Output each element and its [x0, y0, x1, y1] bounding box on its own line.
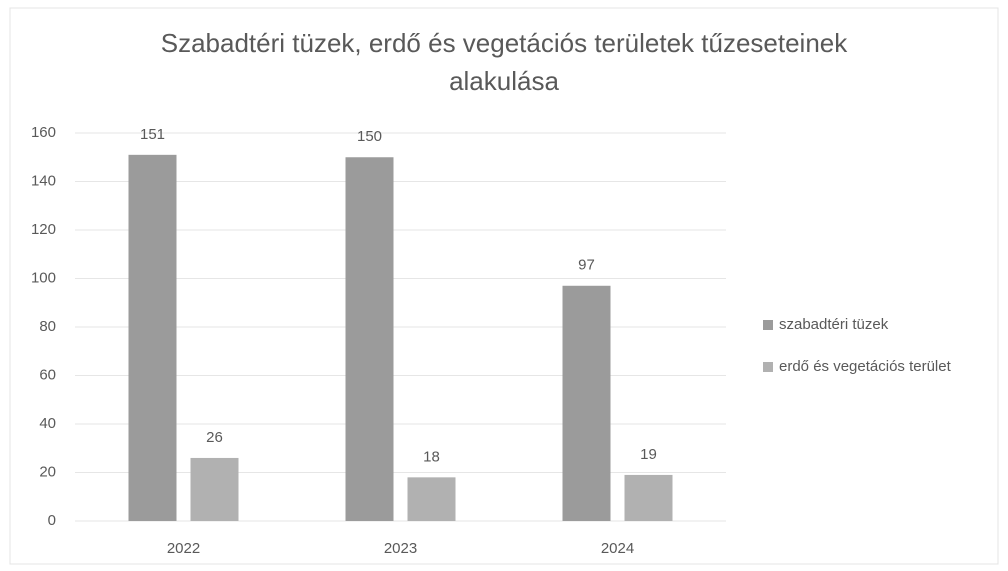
data-label: 151	[140, 126, 165, 143]
chart-border	[9, 7, 999, 565]
bar	[190, 457, 239, 521]
x-tick-label: 2023	[384, 540, 417, 557]
legend-label: szabadtéri tüzek	[779, 316, 889, 333]
bar	[345, 157, 394, 521]
y-tick-label: 120	[31, 221, 56, 238]
legend-swatch	[763, 320, 773, 330]
y-tick-label: 160	[31, 124, 56, 141]
data-label: 18	[423, 448, 440, 465]
bar	[128, 154, 177, 521]
x-tick-label: 2022	[167, 540, 200, 557]
y-tick-label: 0	[48, 512, 56, 529]
x-tick-label: 2024	[601, 540, 634, 557]
y-tick-label: 100	[31, 269, 56, 286]
y-tick-label: 40	[39, 415, 56, 432]
y-tick-label: 80	[39, 318, 56, 335]
y-tick-label: 140	[31, 172, 56, 189]
legend-label: erdő és vegetációs terület	[779, 358, 952, 375]
y-tick-label: 60	[39, 366, 56, 383]
bar	[624, 474, 673, 521]
data-label: 26	[206, 429, 223, 446]
data-label: 150	[357, 128, 382, 145]
data-label: 97	[578, 257, 595, 274]
y-tick-label: 20	[39, 463, 56, 480]
legend-swatch	[763, 362, 773, 372]
bar	[407, 477, 456, 521]
data-label: 19	[640, 446, 657, 463]
chart-title: Szabadtéri tüzek, erdő és vegetációs ter…	[160, 28, 848, 96]
bar	[562, 285, 611, 521]
